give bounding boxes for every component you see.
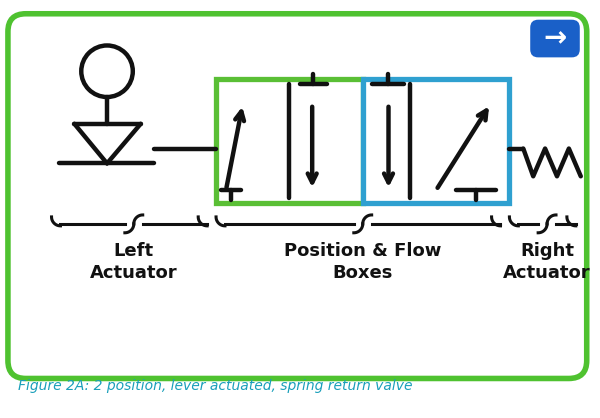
Text: →: →	[544, 25, 566, 53]
Text: Figure 2A: 2 position, lever actuated, spring return valve: Figure 2A: 2 position, lever actuated, s…	[18, 380, 412, 393]
Text: Left
Actuator: Left Actuator	[90, 242, 178, 282]
Bar	[363, 79, 509, 203]
FancyBboxPatch shape	[8, 14, 587, 378]
FancyBboxPatch shape	[530, 20, 580, 57]
Text: Position & Flow
Boxes: Position & Flow Boxes	[284, 242, 442, 282]
Bar	[216, 79, 363, 203]
Text: Right
Actuator: Right Actuator	[503, 242, 591, 282]
